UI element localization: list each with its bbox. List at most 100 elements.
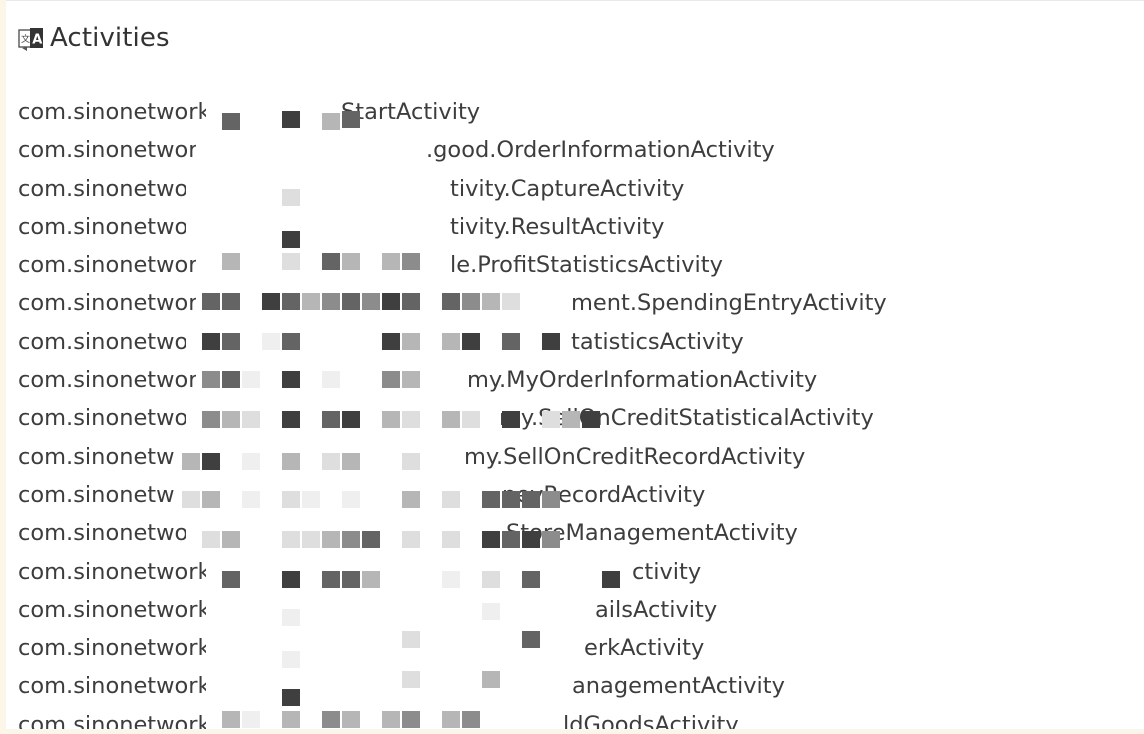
redaction-pixel bbox=[542, 333, 560, 350]
activity-prefix: com.sinonetwo bbox=[18, 175, 189, 202]
activity-suffix: ctivity bbox=[632, 558, 702, 585]
activity-prefix: com.sinonetwo bbox=[18, 405, 189, 432]
activity-prefix: com.sinonetwork bbox=[18, 99, 211, 125]
redaction-pixel bbox=[222, 371, 240, 388]
redaction-pixel bbox=[342, 293, 360, 310]
activity-prefix: com.sinonetwork bbox=[18, 596, 211, 623]
redaction-pixel bbox=[242, 411, 260, 428]
activity-suffix: my.SellOnCreditRecordActivity bbox=[464, 443, 806, 470]
redaction-pixel bbox=[282, 711, 300, 728]
redaction-pixel bbox=[242, 453, 260, 470]
redaction-pixel bbox=[382, 371, 400, 388]
activity-prefix: com.sinonetwork bbox=[18, 711, 211, 729]
redaction-pixel bbox=[502, 333, 520, 350]
redaction-mask bbox=[196, 287, 558, 325]
redaction-mask bbox=[206, 705, 556, 729]
redaction-pixel bbox=[382, 253, 400, 270]
redaction-pixel bbox=[322, 531, 340, 548]
redaction-pixel bbox=[222, 531, 240, 548]
activity-prefix: com.sinonetwork bbox=[18, 673, 211, 700]
redaction-pixel bbox=[282, 293, 300, 310]
redaction-mask bbox=[186, 325, 562, 363]
redaction-pixel bbox=[202, 333, 220, 350]
redaction-pixel bbox=[462, 293, 480, 310]
activity-suffix: anagementActivity bbox=[572, 673, 785, 700]
activity-suffix: le.ProfitStatisticsActivity bbox=[450, 252, 723, 279]
translate-icon: 文 A bbox=[18, 27, 43, 51]
redaction-pixel bbox=[442, 711, 460, 728]
redaction-pixel bbox=[342, 411, 360, 428]
activity-prefix: com.sinonetw bbox=[18, 481, 175, 508]
redaction-pixel bbox=[462, 711, 480, 728]
redaction-pixel bbox=[202, 531, 220, 548]
activities-panel: 文 A Activities com.sinonetwork StartActiv… bbox=[6, 0, 1144, 729]
activity-prefix: com.sinonetwor bbox=[18, 290, 198, 317]
redaction-pixel bbox=[302, 491, 320, 508]
redaction-pixel bbox=[602, 571, 620, 588]
redaction-pixel bbox=[322, 253, 340, 270]
redaction-mask bbox=[186, 173, 442, 211]
redaction-pixel bbox=[282, 231, 300, 248]
redaction-pixel bbox=[282, 531, 300, 548]
redaction-pixel bbox=[222, 333, 240, 350]
redaction-pixel bbox=[282, 571, 300, 588]
redaction-pixel bbox=[282, 371, 300, 388]
redaction-pixel bbox=[402, 453, 420, 470]
activity-suffix: .good.OrderInformationActivity bbox=[426, 137, 775, 164]
redaction-mask bbox=[196, 363, 458, 401]
redaction-pixel bbox=[282, 609, 300, 626]
redaction-mask bbox=[186, 515, 498, 553]
redaction-pixel bbox=[202, 371, 220, 388]
redaction-pixel bbox=[342, 491, 360, 508]
redaction-pixel bbox=[222, 253, 240, 270]
redaction-pixel bbox=[262, 333, 280, 350]
redaction-pixel bbox=[382, 293, 400, 310]
redaction-pixel bbox=[342, 571, 360, 588]
redaction-pixel bbox=[302, 531, 320, 548]
redaction-pixel bbox=[482, 671, 500, 688]
redaction-pixel bbox=[382, 333, 400, 350]
redaction-pixel bbox=[342, 253, 360, 270]
redaction-pixel bbox=[222, 293, 240, 310]
redaction-pixel bbox=[322, 571, 340, 588]
redaction-pixel bbox=[322, 711, 340, 728]
redaction-pixel bbox=[202, 293, 220, 310]
redaction-pixel bbox=[202, 411, 220, 428]
activity-suffix: StoreManagementActivity bbox=[506, 520, 798, 547]
redaction-pixel bbox=[402, 711, 420, 728]
redaction-pixel bbox=[382, 711, 400, 728]
redaction-pixel bbox=[402, 411, 420, 428]
activity-prefix: com.sinonetwo bbox=[18, 328, 189, 355]
activity-prefix: com.sinonetwor bbox=[18, 137, 198, 164]
redaction-pixel bbox=[482, 531, 500, 548]
activities-header: 文 A Activities bbox=[18, 19, 170, 57]
activity-prefix: com.sinonetwo bbox=[18, 520, 189, 547]
redaction-pixel bbox=[442, 571, 460, 588]
redaction-pixel bbox=[442, 491, 460, 508]
activity-prefix: com.sinonetwor bbox=[18, 252, 198, 279]
redaction-pixel bbox=[322, 453, 340, 470]
redaction-pixel bbox=[442, 531, 460, 548]
redaction-mask bbox=[196, 135, 426, 173]
redaction-pixel bbox=[402, 253, 420, 270]
activity-suffix: tivity.ResultActivity bbox=[450, 213, 665, 240]
redaction-pixel bbox=[402, 671, 420, 688]
redaction-pixel bbox=[342, 453, 360, 470]
redaction-mask bbox=[206, 97, 326, 137]
redaction-pixel bbox=[282, 253, 300, 270]
redaction-pixel bbox=[402, 333, 420, 350]
activity-suffix: tatisticsActivity bbox=[571, 328, 744, 355]
redaction-pixel bbox=[402, 293, 420, 310]
redaction-mask bbox=[186, 211, 442, 249]
redaction-pixel bbox=[202, 453, 220, 470]
activity-prefix: com.sinonetwo bbox=[18, 213, 189, 240]
redaction-pixel bbox=[402, 631, 420, 648]
redaction-pixel bbox=[282, 411, 300, 428]
redaction-mask bbox=[206, 629, 576, 667]
redaction-mask bbox=[176, 439, 456, 477]
activity-suffix: erkActivity bbox=[584, 635, 705, 662]
redaction-mask bbox=[176, 477, 494, 515]
redaction-pixel bbox=[182, 453, 200, 470]
redaction-pixel bbox=[442, 333, 460, 350]
redaction-pixel bbox=[222, 113, 240, 130]
